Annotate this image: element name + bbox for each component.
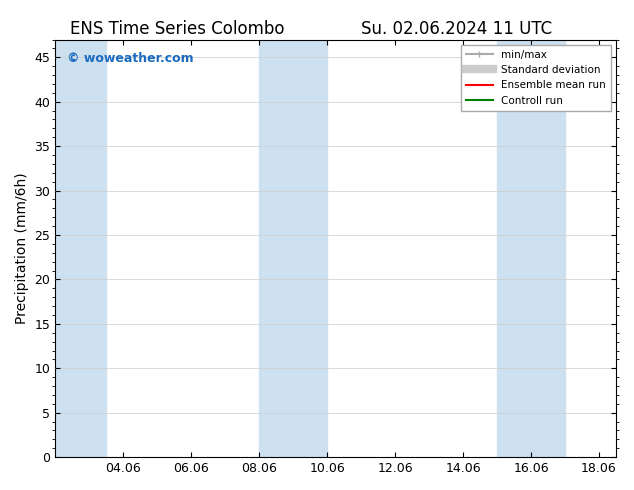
Bar (548, 40, 565, 457)
Bar (310, 40, 327, 457)
Bar (55, 40, 107, 457)
Y-axis label: Precipitation (mm/6h): Precipitation (mm/6h) (15, 172, 29, 324)
Text: Su. 02.06.2024 11 UTC: Su. 02.06.2024 11 UTC (361, 20, 552, 38)
Text: © woweather.com: © woweather.com (67, 52, 193, 65)
Bar (259, 40, 310, 457)
Text: ENS Time Series Colombo: ENS Time Series Colombo (70, 20, 285, 38)
Legend: min/max, Standard deviation, Ensemble mean run, Controll run: min/max, Standard deviation, Ensemble me… (462, 45, 611, 111)
Bar (497, 40, 548, 457)
